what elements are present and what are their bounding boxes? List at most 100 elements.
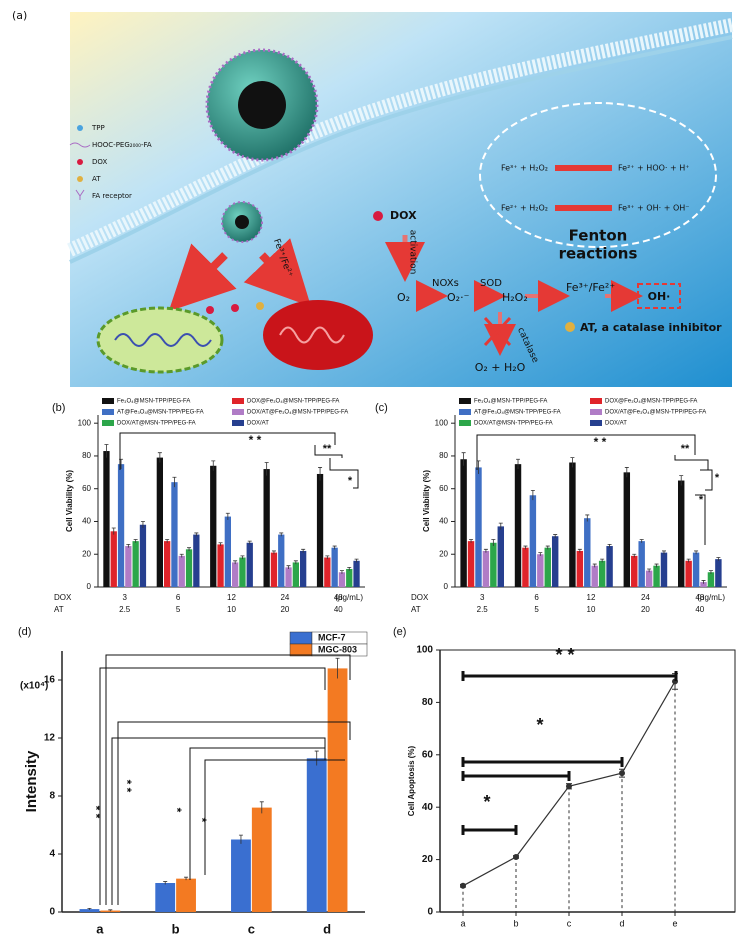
legend-label: AT@Fe₃O₄@MSN-TPP/PEG-FA — [474, 410, 561, 416]
error-bar — [104, 444, 109, 458]
bar — [692, 552, 700, 587]
bar — [156, 457, 164, 587]
significance-bracket — [700, 469, 713, 491]
error-bar — [218, 542, 223, 547]
legend-swatch — [590, 409, 602, 415]
error-bar — [632, 553, 637, 558]
bar — [176, 878, 196, 912]
error-bar — [247, 540, 252, 545]
error-bar — [165, 539, 170, 543]
membrane — [67, 18, 734, 257]
bar — [529, 495, 537, 587]
y-tick-label: 12 — [44, 733, 56, 744]
legend-label: DOX/AT@MSN-TPP/PEG-FA — [117, 421, 196, 427]
significance-bracket — [461, 757, 624, 767]
error-bar — [184, 876, 189, 881]
error-bar — [483, 548, 488, 553]
bar — [715, 559, 722, 587]
bar — [576, 550, 584, 587]
y-tick-label: 16 — [44, 675, 56, 686]
error-bar — [335, 657, 340, 679]
bar — [475, 467, 482, 587]
error-bar — [293, 560, 298, 565]
y-tick-label: 40 — [82, 517, 91, 526]
bar — [178, 555, 185, 587]
legend-label: MCF-7 — [318, 632, 346, 642]
error-bar — [233, 560, 238, 565]
error-bar — [271, 550, 276, 555]
error-bar — [516, 458, 521, 470]
y-tick-label: 80 — [82, 451, 91, 460]
error-bar — [679, 475, 684, 486]
bar — [327, 668, 348, 912]
panel-label: (d) — [18, 626, 31, 638]
error-bar — [592, 563, 597, 568]
error-bar — [179, 553, 184, 558]
iron-label: Fe³⁺/Fe²⁺ — [566, 281, 615, 294]
x-tick-label: 6 — [534, 593, 539, 602]
error-bar — [553, 534, 558, 538]
panel-a: (a) TPP HOOC-PEG₂₀₀₀-FA DOX AT FA recept… — [12, 9, 734, 387]
error-bar — [701, 580, 706, 584]
o2-label: O₂ — [397, 291, 410, 304]
x-tick-label: 40 — [695, 605, 704, 614]
error-bar — [225, 512, 230, 520]
bar — [251, 807, 272, 912]
bar — [460, 459, 467, 587]
bar — [316, 473, 324, 587]
row-label: DOX — [54, 593, 72, 602]
significance-label: * — [170, 808, 184, 813]
error-bar — [240, 555, 245, 560]
bar — [551, 536, 559, 587]
error-bar — [325, 555, 330, 560]
error-bar — [708, 570, 713, 574]
error-bar — [211, 460, 216, 471]
legend-icon — [75, 189, 85, 200]
fenton-label: Fenton — [569, 227, 628, 245]
bar — [353, 560, 360, 587]
superoxide-label: O₂·⁻ — [447, 291, 470, 304]
y-tick-label: 4 — [49, 849, 55, 860]
legend-label: DOX/AT — [247, 421, 269, 427]
y-tick-label: 20 — [422, 854, 434, 865]
error-bar — [301, 548, 306, 553]
legend-swatch — [102, 398, 114, 404]
legend-label: DOX/AT@MSN-TPP/PEG-FA — [474, 421, 553, 427]
legend-label: MGC-803 — [318, 644, 357, 654]
at-dot — [565, 322, 575, 332]
legend-swatch — [459, 420, 471, 426]
error-bar — [140, 521, 145, 529]
significance-bracket — [99, 667, 326, 905]
x-tick-label: 2.5 — [119, 605, 131, 614]
bar — [700, 582, 707, 587]
significance-label: * — [348, 475, 353, 487]
legend-label: FA receptor — [92, 192, 132, 200]
legend-label: DOX — [92, 158, 107, 166]
legend-icon — [77, 159, 83, 165]
error-bar — [545, 545, 550, 550]
error-bar — [111, 527, 116, 535]
bar — [346, 568, 353, 587]
error-bar — [523, 545, 528, 550]
x-tick-label: 5 — [534, 605, 539, 614]
significance-bracket — [461, 825, 518, 835]
row-label: AT — [411, 605, 421, 614]
error-bar — [318, 467, 323, 481]
reaction-right: Fe²⁺ + HOO· + H⁺ — [618, 164, 689, 173]
sod-label: SOD — [480, 278, 502, 289]
legend-swatch — [232, 420, 244, 426]
bar — [79, 909, 100, 912]
bar — [544, 547, 551, 587]
arrow — [168, 243, 237, 312]
error-bar — [187, 547, 192, 551]
at-dot — [256, 302, 264, 310]
legend-swatch — [590, 420, 602, 426]
error-bar — [607, 544, 612, 548]
significance-label: * * — [89, 806, 103, 819]
bar — [569, 462, 576, 587]
bar — [660, 552, 668, 587]
bar — [246, 542, 253, 587]
error-bar — [600, 558, 605, 563]
error-bar — [661, 550, 666, 555]
